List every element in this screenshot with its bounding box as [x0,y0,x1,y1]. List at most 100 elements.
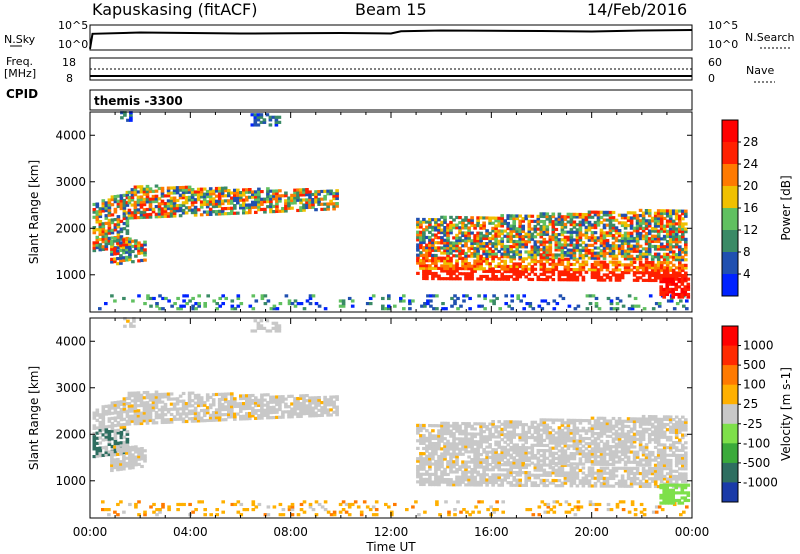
power-cell [617,246,622,251]
velocity-cell [208,406,213,410]
power-cell [464,231,468,235]
velocity-cell [422,436,426,440]
power-cell [137,251,141,255]
power-cell [659,290,664,294]
velocity-cell [211,403,216,407]
velocity-cell [605,471,610,475]
velocity-cell [223,397,228,401]
velocity-cell [596,474,601,478]
velocity-cell [196,398,201,403]
velocity-cell [95,426,100,430]
power-cell [629,218,634,223]
velocity-cell [116,403,121,407]
power-cell [488,262,492,266]
power-cell [205,202,210,206]
power-cell [450,296,454,301]
power-cell [527,230,532,234]
velocity-cell [419,426,423,430]
velocity-cell [551,471,556,475]
velocity-cell [632,479,637,483]
power-cell [446,223,450,227]
power-cell [684,242,688,247]
velocity-cell [464,445,468,449]
power-cell [599,233,604,237]
velocity-cell [488,480,492,485]
power-cell [259,115,264,119]
power-cell [133,188,138,192]
velocity-cell [590,469,595,473]
velocity-cell [602,455,607,459]
velocity-cell [220,418,225,422]
velocity-cell [233,399,237,403]
velocity-cell [563,462,568,466]
velocity-cell [145,419,150,423]
velocity-cell [419,434,423,438]
velocity-cell [437,434,441,438]
velocity-cell [104,453,109,457]
power-cell [290,198,294,203]
velocity-cell [545,478,550,483]
power-cell [527,255,532,259]
velocity-cell [440,480,444,484]
power-cell [512,214,517,218]
velocity-cell [431,483,435,487]
power-cell [275,199,279,203]
velocity-cell [605,466,610,470]
velocity-cell [497,478,502,482]
velocity-cell [479,432,483,436]
power-cell [184,211,189,215]
power-cell [446,249,450,253]
velocity-cell [223,418,228,422]
power-cell [110,247,114,251]
velocity-cell [217,392,222,396]
velocity-cell [548,461,553,466]
power-cell [230,201,234,205]
power-cell [98,248,103,252]
velocity-cell [130,414,135,418]
velocity-cell [251,409,255,413]
power-cell [119,235,124,239]
velocity-cell [230,397,234,401]
power-cell [500,221,505,225]
power-cell [650,234,655,238]
power-cell [130,190,135,194]
power-cell [551,230,556,234]
power-cell [560,228,565,232]
power-cell [509,237,514,241]
velocity-cell [208,413,213,417]
power-cell [214,199,219,203]
power-cell [148,189,153,194]
power-cell [245,198,249,202]
velocity-cell [163,395,168,399]
power-cell [623,252,628,256]
power-cell [449,223,453,227]
power-cell [557,275,562,279]
power-cell [662,273,667,278]
velocity-cell [599,474,604,478]
velocity-cell [140,449,144,453]
power-cell [122,222,127,226]
power-cell [113,223,118,227]
velocity-cell [431,480,435,484]
power-cell [187,188,192,192]
power-cell [254,203,258,207]
power-cell [602,231,607,235]
velocity-cell [521,448,526,452]
velocity-cell [539,436,544,440]
velocity-cell [95,436,100,440]
velocity-cell [175,410,180,414]
power-cell [506,232,511,236]
power-cell [446,251,450,255]
velocity-cell [623,482,628,486]
velocity-cell [116,416,121,420]
velocity-cell [434,442,438,446]
power-cell [113,239,117,243]
velocity-cell [527,456,532,460]
power-cell [148,197,153,201]
power-cell [296,193,300,197]
velocity-cell [476,450,480,454]
power-cell [455,215,459,220]
power-cell [217,199,222,203]
velocity-cell [626,469,631,473]
power-cell [560,238,565,242]
